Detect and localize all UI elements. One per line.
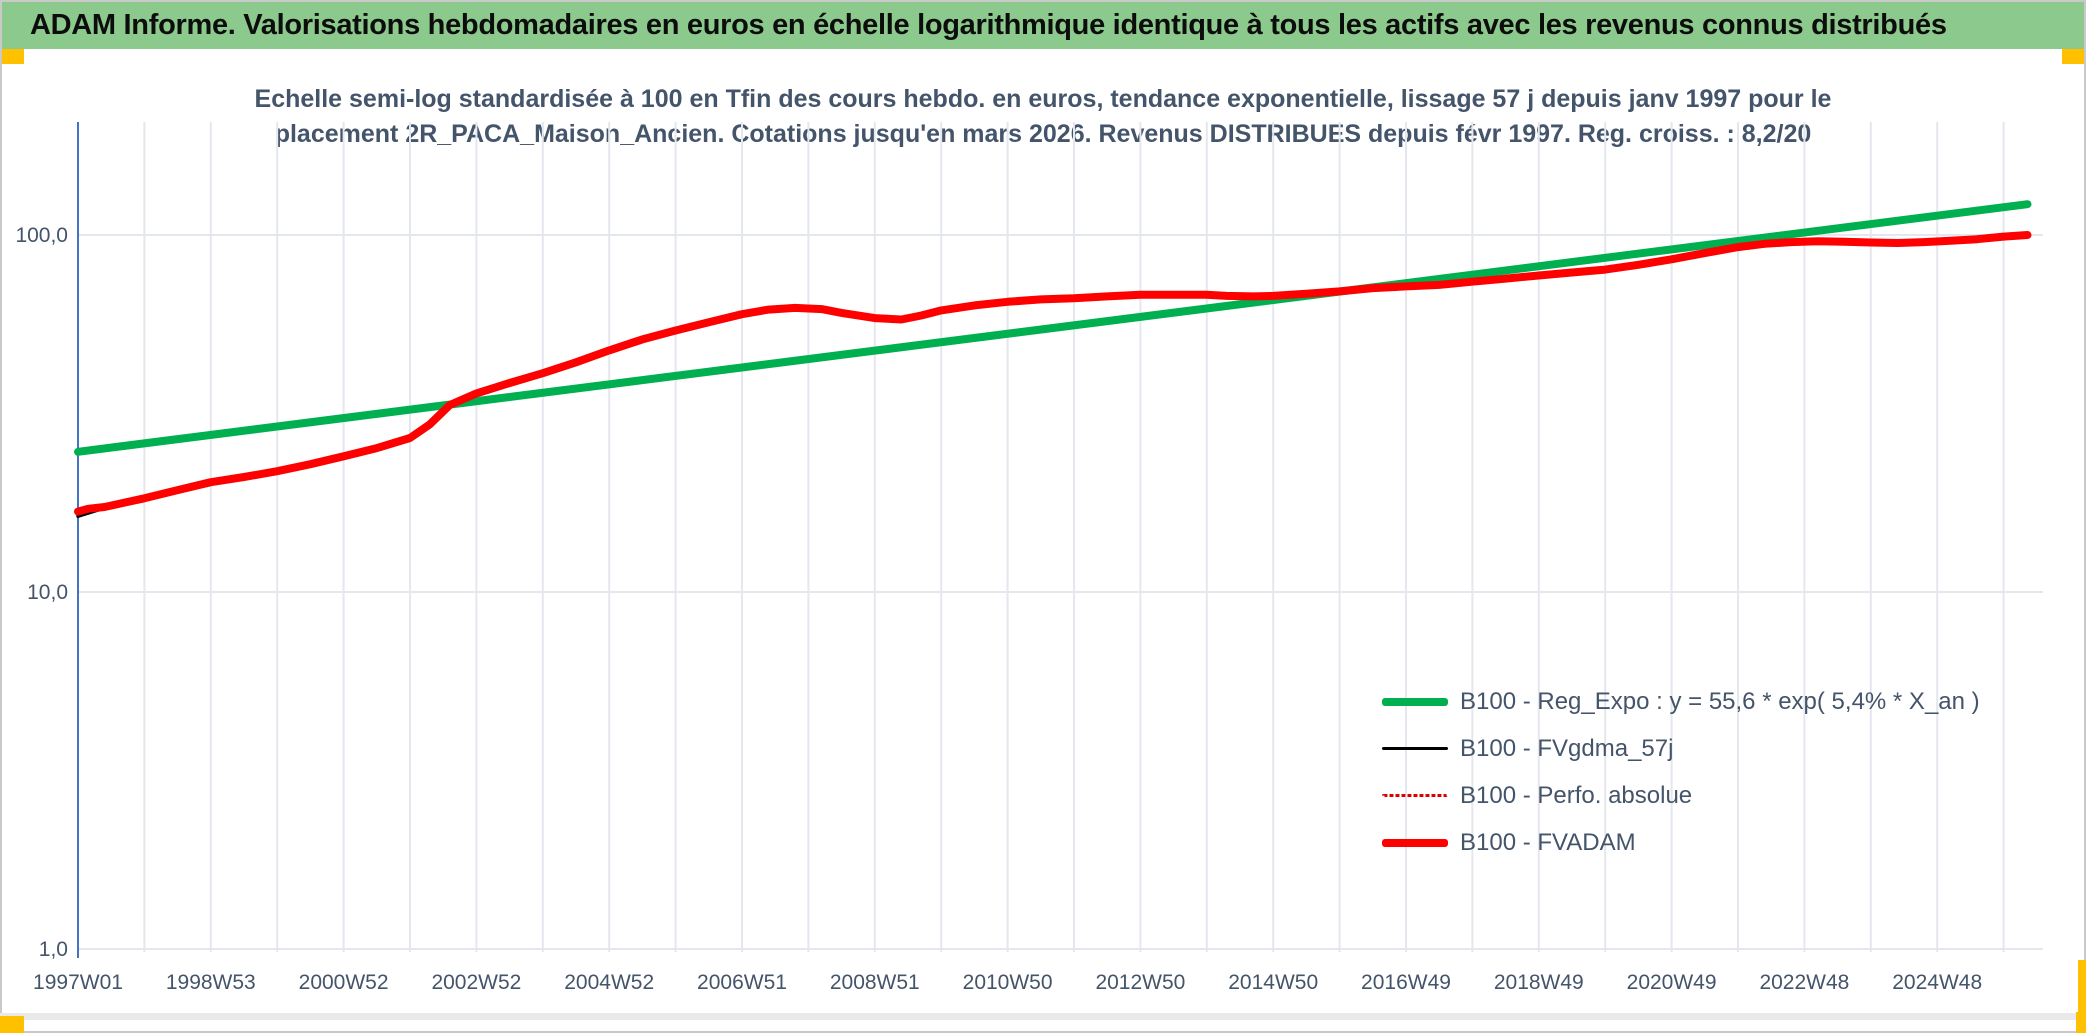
x-tick-label: 2002W52 — [431, 971, 521, 994]
legend-line-sample-green — [1382, 697, 1448, 706]
x-tick-label: 1997W01 — [33, 971, 123, 994]
series-fvadam — [74, 231, 2032, 516]
x-tick-label: 2014W50 — [1228, 971, 1318, 994]
chart-title-line-2: placement 2R_PACA_Maison_Ancien. Cotatio… — [274, 120, 1812, 148]
chart-panel — [8, 64, 2078, 1012]
legend-item-fvadam: B100 - FVADAM — [1382, 819, 1980, 866]
x-tick-label: 1998W53 — [166, 971, 256, 994]
x-tick-label: 2006W51 — [697, 971, 787, 994]
legend-label: B100 - FVgdma_57j — [1460, 734, 1674, 762]
legend-line-sample-black — [1382, 746, 1448, 751]
x-tick-label: 2012W50 — [1095, 971, 1185, 994]
x-tick-label: 2004W52 — [564, 971, 654, 994]
legend-line-sample-red-dotted — [1382, 794, 1448, 797]
legend-item-fvgdma: B100 - FVgdma_57j — [1382, 725, 1980, 772]
corner-accent-top-left — [2, 49, 24, 64]
legend-item-reg-expo: B100 - Reg_Expo : y = 55,6 * exp( 5,4% *… — [1382, 678, 1980, 725]
legend-label: B100 - Reg_Expo : y = 55,6 * exp( 5,4% *… — [1460, 687, 1980, 715]
header-bar: ADAM Informe. Valorisations hebdomadaire… — [2, 2, 2084, 49]
corner-accent-bottom-right — [2076, 960, 2086, 1033]
chart-title-line-1: Echelle semi-log standardisée à 100 en T… — [254, 85, 1832, 113]
series-perfo-absolue — [76, 233, 2029, 513]
legend-item-perfo-absolue: B100 - Perfo. absolue — [1382, 772, 1980, 819]
y-tick-label: 100,0 — [15, 224, 68, 247]
legend-label: B100 - Perfo. absolue — [1460, 781, 1693, 809]
corner-accent-bottom-left — [0, 1016, 24, 1033]
y-tick-label: 1,0 — [39, 938, 68, 961]
legend-label: B100 - FVADAM — [1460, 828, 1636, 856]
x-tick-label: 2020W49 — [1627, 971, 1717, 994]
corner-accent-top-right — [2062, 49, 2084, 64]
x-tick-label: 2008W51 — [830, 971, 920, 994]
x-tick-label: 2024W48 — [1892, 971, 1982, 994]
x-tick-label: 2018W49 — [1494, 971, 1584, 994]
x-tick-label: 2022W48 — [1759, 971, 1849, 994]
x-tick-label: 2010W50 — [963, 971, 1053, 994]
chart-title: Echelle semi-log standardisée à 100 en T… — [0, 82, 2086, 152]
bottom-divider — [0, 1013, 2086, 1020]
page-title: ADAM Informe. Valorisations hebdomadaire… — [30, 9, 1947, 41]
x-tick-label: 2000W52 — [299, 971, 389, 994]
chart-legend: B100 - Reg_Expo : y = 55,6 * exp( 5,4% *… — [1382, 678, 1980, 866]
legend-line-sample-red — [1382, 838, 1448, 847]
series-reg-expo — [74, 200, 2032, 456]
y-tick-label: 10,0 — [27, 581, 68, 604]
x-tick-label: 2016W49 — [1361, 971, 1451, 994]
